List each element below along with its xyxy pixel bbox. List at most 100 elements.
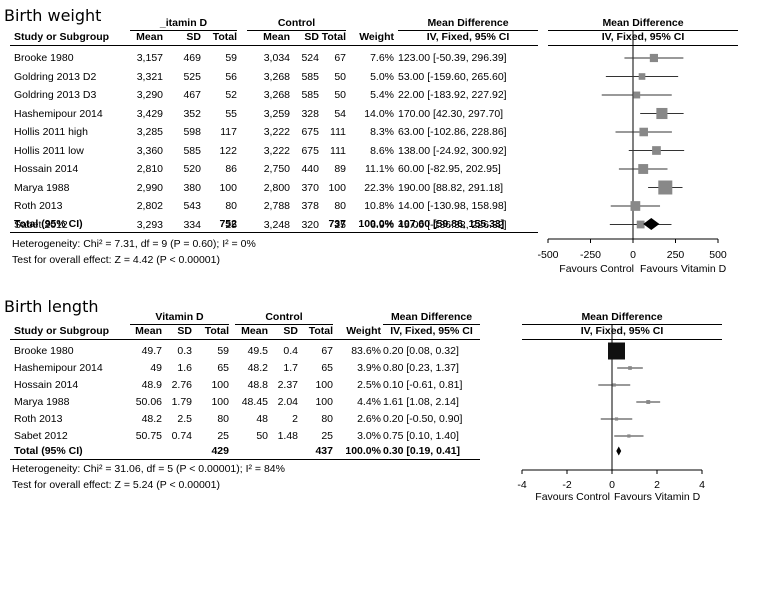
total-n2: 437 (315, 445, 333, 457)
cell-ci: 190.00 [88.82, 291.18] (398, 181, 504, 194)
col-header-w: Weight (346, 325, 381, 337)
cell-n2: 80 (321, 413, 333, 425)
cell-w: 14.0% (364, 107, 394, 120)
col-header-sd2: SD (304, 31, 319, 43)
cell-sd2: 2.37 (277, 379, 298, 391)
header-rule-top-plot (522, 324, 722, 325)
col-header-m2: Mean (241, 325, 268, 337)
cell-w: 83.6% (351, 345, 381, 357)
col-header-n1: Total (204, 325, 229, 337)
md-header-1: Mean Difference (390, 311, 473, 323)
cell-n2: 50 (334, 89, 346, 101)
col-header-m1: Mean (136, 31, 163, 43)
plot-header-1: Mean Difference (581, 311, 663, 323)
study-name: Hollis 2011 high (14, 126, 88, 138)
cell-m1: 3,360 (136, 144, 163, 157)
cell-n2: 65 (321, 362, 333, 374)
total-n1: 429 (211, 445, 229, 457)
cell-sd2: 2.04 (277, 396, 298, 408)
cell-n1: 25 (225, 218, 237, 231)
col-header-sd1: SD (186, 31, 201, 43)
control-group-header: Control (277, 17, 316, 29)
study-square (608, 342, 625, 360)
col-header-m2: Mean (263, 31, 290, 43)
treatment-group-header: Vitamin D (155, 311, 204, 323)
cell-sd1: 467 (183, 89, 201, 101)
cell-m2: 3,268 (263, 70, 290, 83)
md-header-1: Mean Difference (427, 17, 509, 29)
cell-sd1: 1.6 (177, 362, 192, 374)
cell-sd2: 585 (301, 89, 319, 101)
x-tick-label: 0 (630, 249, 636, 261)
cell-ci: 60.00 [-82.95, 202.95] (398, 163, 501, 175)
cell-n1: 117 (220, 126, 237, 138)
cell-w: 11.1% (365, 163, 394, 175)
cell-ci: 14.00 [-130.98, 158.98] (398, 200, 507, 212)
cell-m2: 3,034 (263, 52, 290, 64)
cell-sd1: 352 (183, 107, 201, 120)
cell-sd2: 328 (301, 107, 319, 120)
md-header-2: IV, Fixed, 95% CI (390, 325, 473, 337)
cell-n2: 89 (334, 163, 346, 175)
forest-plot: -4 -2 0 2 4 (517, 324, 705, 491)
heterogeneity-text: Heterogeneity: Chi² = 31.06, df = 5 (P <… (12, 463, 285, 475)
plot-header-2: IV, Fixed, 95% CI (580, 325, 664, 337)
cell-m2: 3,268 (263, 89, 290, 101)
cell-sd1: 2.5 (177, 413, 192, 425)
total-label: Total (95% CI) (14, 445, 83, 457)
study-name: Roth 2013 (14, 413, 63, 425)
heterogeneity-text: Heterogeneity: Chi² = 7.31, df = 9 (P = … (12, 238, 256, 250)
cell-ci: 0.10 [-0.61, 0.81] (383, 379, 463, 391)
cell-sd2: 0.4 (283, 345, 298, 357)
forest-plot: -500 -250 0 250 500 (537, 30, 727, 261)
study-square (646, 400, 651, 404)
col-header-n2: Total (308, 325, 333, 337)
cell-sd1: 598 (183, 126, 201, 138)
cell-sd1: 469 (183, 52, 201, 64)
x-tick-label: 500 (709, 249, 727, 261)
study-square (638, 73, 646, 80)
header-rule-top (130, 30, 237, 31)
favours-control-label: Favours Control (559, 263, 634, 275)
cell-w: 3.9% (357, 362, 381, 374)
panel-title: Birth length (4, 297, 99, 316)
cell-ci: 0.20 [-0.50, 0.90] (383, 413, 463, 425)
cell-sd2: 320 (301, 218, 319, 231)
study-square (639, 127, 648, 137)
cell-m2: 49.5 (247, 345, 268, 357)
pooled-diamond (616, 446, 622, 456)
x-tick-label: 0 (609, 479, 615, 491)
cell-sd1: 0.3 (177, 345, 192, 357)
cell-n1: 59 (217, 345, 229, 357)
total-rule (10, 232, 538, 233)
header-rule-bottom (10, 45, 538, 46)
cell-sd2: 585 (301, 70, 319, 83)
favours-control-label: Favours Control (535, 491, 610, 503)
cell-sd1: 585 (183, 144, 201, 157)
cell-m2: 48.45 (241, 396, 268, 408)
cell-n1: 65 (217, 362, 229, 374)
cell-n1: 55 (225, 107, 237, 120)
cell-ci: 123.00 [-50.39, 296.39] (398, 52, 507, 64)
cell-sd1: 2.76 (171, 379, 192, 391)
cell-sd1: 380 (183, 181, 201, 194)
total-weight: 100.0% (358, 218, 394, 230)
total-label: Total (95% CI) (14, 218, 83, 230)
cell-n1: 122 (219, 144, 237, 157)
header-rule-top-control (235, 324, 333, 325)
cell-sd1: 520 (183, 163, 201, 175)
cell-m2: 3,248 (263, 218, 290, 231)
cell-n2: 54 (334, 107, 346, 120)
cell-n1: 100 (211, 379, 229, 391)
study-name: Marya 1988 (14, 396, 70, 408)
cell-n1: 59 (225, 52, 237, 64)
cell-sd2: 440 (301, 163, 319, 175)
study-square (649, 53, 658, 63)
overall-effect-text: Test for overall effect: Z = 4.42 (P < 0… (12, 254, 220, 266)
md-header-2: IV, Fixed, 95% CI (426, 31, 510, 43)
study-name: Goldring 2013 D2 (14, 70, 97, 83)
study-square (652, 146, 661, 155)
cell-sd1: 0.74 (171, 430, 192, 442)
cell-m2: 3,222 (263, 126, 290, 138)
col-header-sd1: SD (177, 325, 192, 337)
